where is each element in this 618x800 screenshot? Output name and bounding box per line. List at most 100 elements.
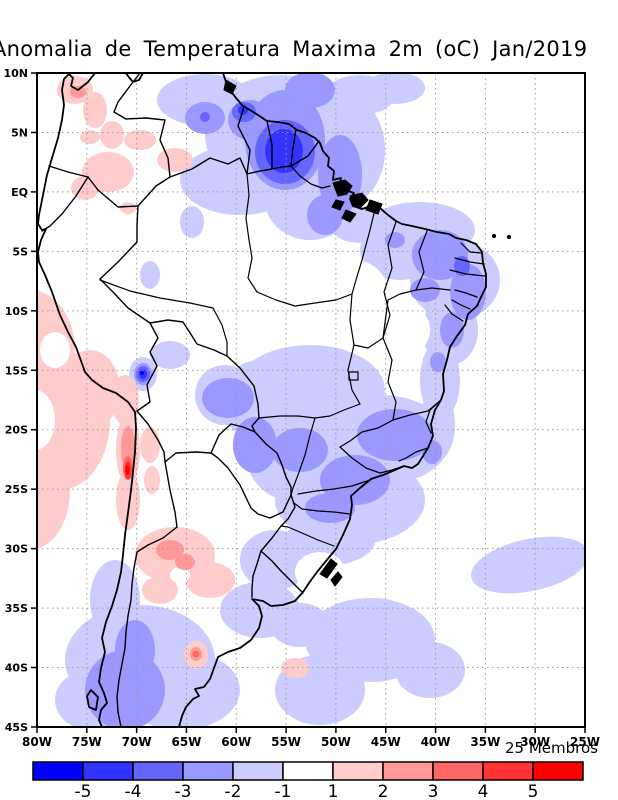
anomaly-region (200, 112, 210, 122)
lat-tick-label: 5N (11, 126, 28, 139)
anomaly-region (265, 129, 303, 173)
anomaly-region (156, 540, 184, 560)
anomaly-region (140, 427, 160, 463)
lat-tick-label: 10N (3, 67, 28, 80)
anomaly-region (305, 493, 355, 523)
anomaly-region (121, 426, 135, 470)
lon-tick-label: 65W (171, 735, 201, 749)
anomaly-region (440, 312, 464, 348)
lon-tick-label: 30W (520, 735, 550, 749)
anomaly-region (170, 567, 190, 583)
colorbar-tick-label: 4 (478, 782, 489, 800)
anomaly-region (115, 620, 155, 680)
colorbar-cell (432, 761, 484, 781)
anomaly-region (233, 417, 277, 473)
anomaly-region (60, 350, 120, 430)
amazon-delta (223, 79, 383, 223)
lon-tick-label: 60W (221, 735, 251, 749)
chart-title: Anomalia de Temperatura Maxima 2m (oC) J… (0, 37, 587, 61)
lat-tick-label: 15S (5, 364, 28, 377)
coastline-east (178, 73, 487, 727)
colorbar-tick-label: -3 (175, 782, 192, 800)
anomaly-region (40, 332, 70, 368)
lat-tick-label: 10S (5, 305, 28, 318)
anomaly-region (320, 455, 390, 505)
gridlines (37, 73, 585, 727)
anomaly-region (83, 92, 107, 128)
anomaly-region (202, 378, 254, 418)
lon-tick-label: 45W (371, 735, 401, 749)
lon-tick-label: 35W (470, 735, 500, 749)
anomaly-region (430, 352, 446, 372)
country-borders (41, 73, 320, 727)
anomaly-region (272, 428, 328, 472)
colorbar-legend: -5 -4 -3 -2 -1 1 2 3 4 5 (32, 761, 584, 800)
anomaly-region (100, 121, 124, 149)
anomaly-region (80, 130, 100, 144)
anomaly-region (357, 409, 433, 461)
lon-tick-label: 75W (72, 735, 102, 749)
lat-tick-label: 5S (12, 245, 28, 258)
anomaly-region (410, 278, 440, 302)
lon-tick-label: 80W (22, 735, 52, 749)
anomaly-region (325, 75, 395, 115)
lat-tick-label: 40S (5, 662, 28, 675)
anomaly-region (185, 562, 235, 598)
anomaly-region (116, 470, 140, 530)
members-label: 25 Membros (505, 739, 598, 757)
colorbar-tick-label: -1 (275, 782, 292, 800)
anomaly-region (140, 371, 144, 375)
anomaly-region-group-neg2 (85, 73, 486, 727)
colorbar-tick-label: 3 (428, 782, 439, 800)
coastline-west (37, 73, 137, 727)
lat-tick-label: 45S (5, 721, 28, 734)
patos-lagoon (319, 558, 343, 587)
lat-tick-label: 30S (5, 543, 28, 556)
colorbar-tick-label: 2 (378, 782, 389, 800)
colorbar-cell (132, 761, 184, 781)
anomaly-region (150, 341, 190, 369)
lon-tick-label: 50W (321, 735, 351, 749)
island-dot (506, 234, 512, 240)
anomaly-region (144, 466, 160, 494)
colorbar-tick-label: 1 (328, 782, 339, 800)
anomaly-region (412, 230, 468, 280)
anomaly-region (471, 536, 585, 594)
anomaly-region-group-neg5 (140, 371, 144, 375)
anomaly-region (37, 430, 70, 550)
anomaly-region (422, 440, 442, 464)
lon-tick-label: 40W (421, 735, 451, 749)
lat-tick-label: 35S (5, 602, 28, 615)
state-borders (99, 165, 486, 547)
anomaly-region (240, 530, 310, 590)
colorbar-tick-label: -5 (75, 782, 92, 800)
lat-tick-label: 25S (5, 483, 28, 496)
lat-tick-label: EQ (11, 186, 28, 199)
anomaly-region (285, 73, 335, 108)
anomaly-region (360, 300, 430, 360)
anomaly-region (124, 130, 156, 150)
anomaly-region (142, 576, 178, 604)
lon-tick-label: 25W (570, 735, 600, 749)
anomaly-region (157, 148, 193, 172)
map-frame (36, 72, 586, 728)
anomaly-region (608, 408, 618, 442)
anomaly-region (395, 642, 465, 698)
anomaly-region-group-pos5 (125, 465, 130, 475)
anomaly-region (318, 135, 362, 215)
colorbar-tick-label: -2 (225, 782, 242, 800)
anomaly-region (140, 261, 160, 289)
colorbar-cell (532, 761, 584, 781)
chiloe-island (86, 689, 99, 711)
axes: 80W 75W 70W 65W 60W 55W 50W 45W 40W 35W 30W 25W 10N 5… (3, 67, 599, 749)
anomaly-region (37, 390, 55, 450)
anomaly-region (192, 650, 200, 658)
colorbar-cell (32, 761, 84, 781)
anomaly-region (120, 202, 136, 214)
colorbar-cell (282, 761, 334, 781)
colorbar-tick-label: -4 (125, 782, 142, 800)
island-dot (491, 233, 497, 239)
lat-tick-label: 20S (5, 424, 28, 437)
colorbar-cell (232, 761, 284, 781)
